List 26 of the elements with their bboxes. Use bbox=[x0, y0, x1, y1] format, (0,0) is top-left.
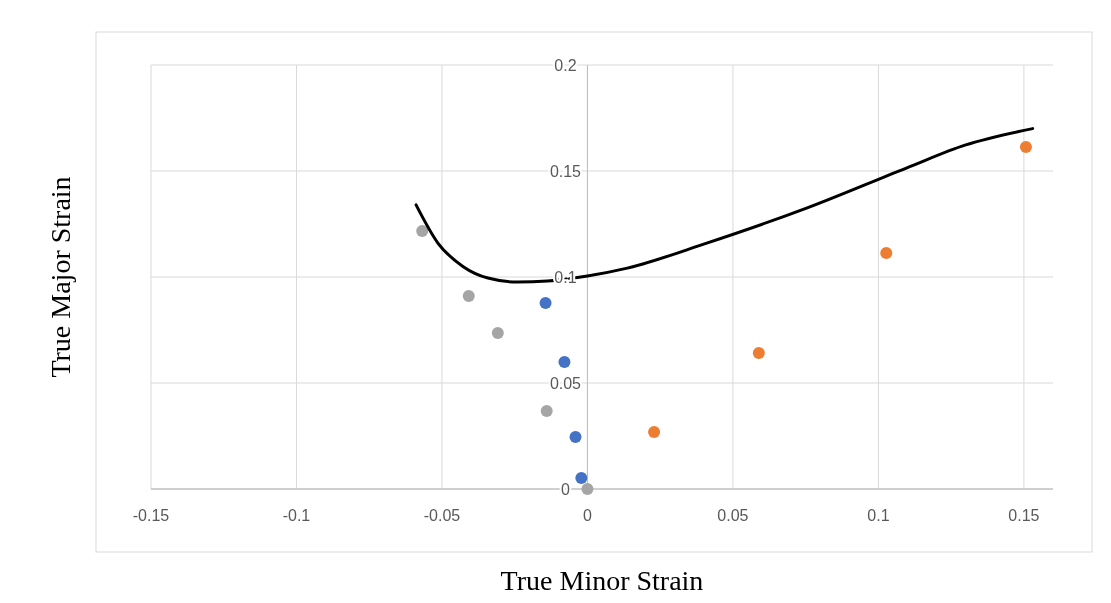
y-tick-label: 0.15 bbox=[549, 163, 582, 180]
point bbox=[581, 483, 594, 495]
y-axis-title: True Major Strain bbox=[45, 176, 76, 378]
point bbox=[575, 471, 588, 484]
x-tick-label: 0.15 bbox=[1008, 507, 1040, 524]
y-tick-label: 0.05 bbox=[549, 375, 582, 392]
x-tick-label: -0.05 bbox=[423, 507, 461, 524]
y-tick-label: 0 bbox=[561, 481, 570, 498]
point bbox=[569, 431, 582, 444]
point bbox=[416, 225, 429, 237]
point bbox=[752, 346, 765, 359]
point bbox=[491, 326, 504, 339]
x-axis-title: True Minor Strain bbox=[500, 565, 704, 596]
point bbox=[1019, 141, 1032, 154]
x-tick-label: -0.15 bbox=[132, 507, 170, 524]
x-tick-label: 0.05 bbox=[717, 507, 749, 524]
x-tick-label: 0.1 bbox=[867, 507, 890, 524]
point bbox=[880, 247, 893, 260]
point bbox=[539, 297, 552, 310]
y-tick-label: 0.2 bbox=[554, 57, 577, 74]
point bbox=[540, 404, 553, 417]
point bbox=[558, 356, 571, 369]
x-tick-label: -0.1 bbox=[282, 507, 311, 524]
point bbox=[462, 290, 475, 303]
line-series bbox=[414, 127, 1035, 284]
point bbox=[648, 425, 661, 438]
